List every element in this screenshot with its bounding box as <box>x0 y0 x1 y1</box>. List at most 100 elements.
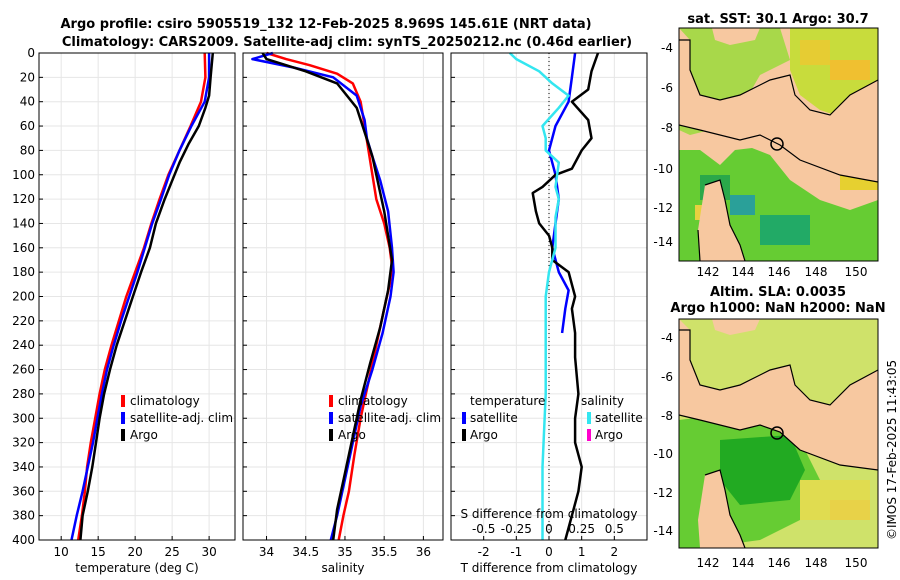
sla-argo-marker <box>770 426 784 440</box>
y-tick-label: 140 <box>12 216 35 230</box>
x-tick-label: 0 <box>545 545 553 559</box>
map-lon-tick-label: 150 <box>845 265 868 279</box>
sla-map-field <box>679 319 878 548</box>
x-tick-label: -1 <box>510 545 522 559</box>
map-lon-tick-label: 146 <box>768 265 791 279</box>
legend-swatch-s-satellite <box>587 412 591 424</box>
map-lon-tick-label: 150 <box>845 556 868 570</box>
temperature-legend: climatology satellite-adj. clim Argo <box>121 394 233 442</box>
x-tick-label: 35 <box>337 545 352 559</box>
sla-map-frame <box>678 318 879 549</box>
y-tick-label: 0 <box>27 46 35 60</box>
series-line-t-satellite <box>547 52 577 334</box>
salinity-profile-panel: 34 34.5 35 35.5 36 salinity <box>242 51 444 575</box>
legend-label-climatology: climatology <box>130 394 200 408</box>
map-lat-tick-label: -4 <box>661 331 673 345</box>
secondary-axis-label: S difference from climatology <box>461 507 638 521</box>
x-tick-label: 2 <box>611 545 619 559</box>
map-lon-tick-label: 148 <box>805 265 828 279</box>
y-tick-label: 280 <box>12 387 35 401</box>
x-tick-label: 30 <box>201 545 216 559</box>
x-tick-label: 34 <box>259 545 274 559</box>
series-line-satellite-adj-clim <box>70 53 211 541</box>
x-tick-label: 34.5 <box>292 545 319 559</box>
map-lat-tick-label: -10 <box>653 447 673 461</box>
legend-label-climatology: climatology <box>338 394 408 408</box>
map-lon-tick-label: 142 <box>697 556 720 570</box>
legend-label-argo: Argo <box>130 428 158 442</box>
sst-argo-marker <box>770 137 784 151</box>
sst-map-frame <box>678 27 879 262</box>
legend-swatch-t-argo <box>462 429 466 441</box>
x-axis-label: salinity <box>321 561 364 575</box>
map-lat-tick-label: -12 <box>653 201 673 215</box>
map-axis-ticks: 142 142 144 144 146 146 148 148 150 150 -4 -4 -6 -6 -8… <box>653 41 867 570</box>
sla-map: Altim. SLA: 0.0035 Argo h1000: NaN h2000… <box>670 285 886 549</box>
y-tick-label: 260 <box>12 363 35 377</box>
x-axis-label: T difference from climatology <box>460 561 638 575</box>
secondary-tick-label: 0.25 <box>568 522 595 536</box>
map-lat-tick-label: -4 <box>661 41 673 55</box>
series-line-satellite-adj-clim <box>251 51 395 541</box>
sla-map-title-line1: Altim. SLA: 0.0035 <box>710 285 846 300</box>
legend-swatch-climatology <box>329 395 333 407</box>
x-tick-label: 10 <box>54 545 69 559</box>
legend-label-argo: Argo <box>338 428 366 442</box>
map-lon-tick-label: 144 <box>732 265 755 279</box>
legend-swatch-satellite <box>121 412 125 424</box>
map-lat-tick-label: -6 <box>661 370 673 384</box>
y-tick-label: 320 <box>12 436 35 450</box>
x-tick-label: 36 <box>416 545 431 559</box>
x-tick-label: 35.5 <box>371 545 398 559</box>
series-line-argo <box>261 52 394 541</box>
y-tick-label: 100 <box>12 168 35 182</box>
secondary-axis-ticks: -0.5 -0.25 0 0.25 0.5 <box>472 522 624 536</box>
legend-label-s-argo: Argo <box>595 428 623 442</box>
y-tick-label: 60 <box>20 119 35 133</box>
y-tick-label: 360 <box>12 484 35 498</box>
legend-title-temperature: temperature <box>470 394 545 408</box>
legend-label-s-satellite: satellite <box>595 411 643 425</box>
sst-map-title: sat. SST: 30.1 Argo: 30.7 <box>687 12 868 27</box>
timestamp-watermark: ©IMOS 17-Feb-2025 11:43:05 <box>885 360 899 540</box>
map-lat-tick-label: -10 <box>653 162 673 176</box>
x-tick-label: 15 <box>91 545 106 559</box>
y-tick-label: 20 <box>20 70 35 84</box>
y-tick-label: 80 <box>20 143 35 157</box>
map-lon-tick-label: 146 <box>768 556 791 570</box>
map-lat-tick-label: -12 <box>653 486 673 500</box>
secondary-tick-label: -0.5 <box>472 522 495 536</box>
series-line-t-argo <box>531 52 600 541</box>
y-tick-label: 120 <box>12 192 35 206</box>
difference-profile-panel: -2 -1 0 1 2 T difference from climatology <box>450 52 648 575</box>
figure-title-line2: Climatology: CARS2009. Satellite-adj cli… <box>62 35 632 50</box>
y-tick-label: 400 <box>12 533 35 547</box>
secondary-tick-label: 0 <box>545 522 553 536</box>
map-lon-tick-label: 144 <box>732 556 755 570</box>
y-tick-label: 160 <box>12 241 35 255</box>
map-lat-tick-label: -6 <box>661 81 673 95</box>
y-tick-label: 240 <box>12 338 35 352</box>
y-tick-label: 220 <box>12 314 35 328</box>
sst-map-field <box>679 28 878 261</box>
secondary-tick-label: 0.5 <box>605 522 624 536</box>
series-line-argo <box>79 52 215 541</box>
sla-map-title-line2: Argo h1000: NaN h2000: NaN <box>670 301 885 316</box>
legend-swatch-s-argo <box>587 429 591 441</box>
map-lat-tick-label: -8 <box>661 121 673 135</box>
secondary-tick-label: -0.25 <box>501 522 532 536</box>
legend-label-t-satellite: satellite <box>470 411 518 425</box>
legend-swatch-satellite <box>329 412 333 424</box>
legend-swatch-climatology <box>121 395 125 407</box>
x-tick-label: -2 <box>478 545 490 559</box>
x-axis-label: temperature (deg C) <box>75 561 198 575</box>
map-lat-tick-label: -8 <box>661 409 673 423</box>
y-tick-label: 180 <box>12 265 35 279</box>
y-tick-label: 340 <box>12 460 35 474</box>
map-lat-tick-label: -14 <box>653 524 673 538</box>
x-tick-label: 1 <box>578 545 586 559</box>
x-tick-label: 20 <box>128 545 143 559</box>
x-tick-label: 25 <box>164 545 179 559</box>
map-lon-tick-label: 142 <box>697 265 720 279</box>
